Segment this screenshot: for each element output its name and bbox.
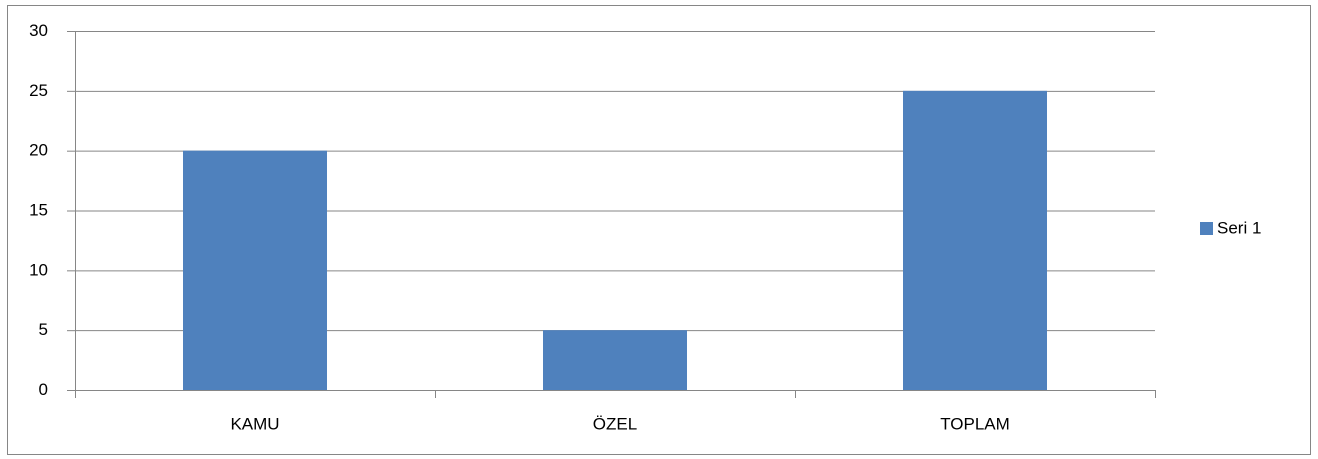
bar [183,150,327,390]
y-tick-label: 5 [39,320,48,339]
y-tick-label: 0 [39,380,48,399]
x-tick-label: TOPLAM [940,414,1010,433]
x-tick-label: KAMU [230,414,279,433]
y-tick-label: 10 [29,260,48,279]
bar [543,330,687,390]
y-tick-label: 20 [29,141,48,160]
bar [903,90,1047,390]
legend-label: Seri 1 [1217,218,1261,237]
y-tick-label: 30 [29,21,48,40]
x-tick-label: ÖZEL [593,414,637,433]
legend-swatch [1200,222,1213,235]
y-tick-label: 15 [29,200,48,219]
y-tick-label: 25 [29,81,48,100]
